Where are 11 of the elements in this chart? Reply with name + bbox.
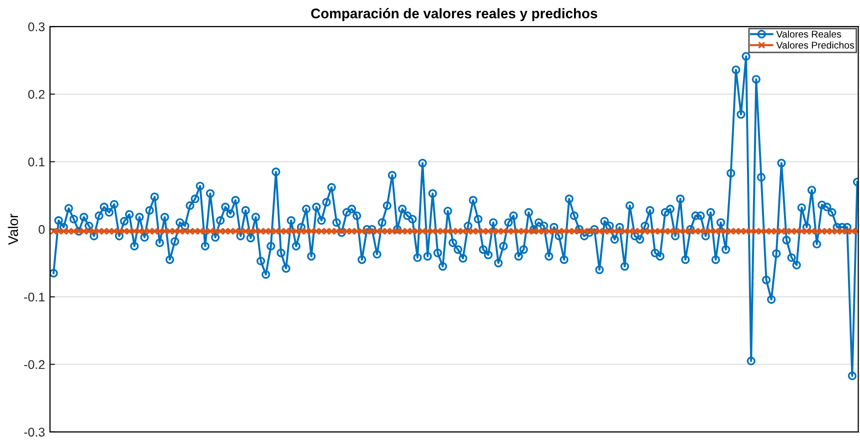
legend-label: Valores Predichos [776,41,854,49]
y-tick-label: -0.2 [24,360,45,370]
y-tick-label: 0.2 [28,90,45,99]
y-tick-label: 0.3 [28,22,45,32]
y-tick-label: 0 [38,225,45,234]
legend-label: Valores Reales [776,30,842,38]
y-tick-label: -0.1 [24,292,45,302]
y-tick-label: 0.1 [28,157,45,166]
y-tick-label: -0.3 [24,428,45,437]
y-axis-title: Valor [8,214,18,245]
chart-title: Comparación de valores reales y predichos [311,8,598,22]
